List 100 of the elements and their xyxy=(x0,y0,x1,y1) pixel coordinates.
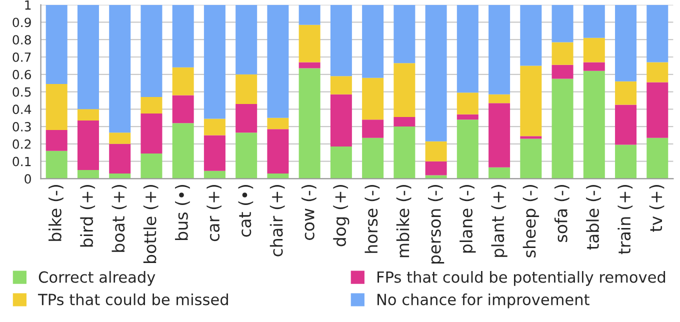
bar xyxy=(488,167,510,179)
y-tick-label: 0.4 xyxy=(12,104,32,114)
bar xyxy=(236,104,258,133)
x-tick-label: mbike (-) xyxy=(396,185,412,258)
bar xyxy=(362,4,384,78)
x-tick-label: sheep (-) xyxy=(522,185,539,258)
bar xyxy=(520,138,542,179)
bar xyxy=(394,116,416,127)
bar xyxy=(172,4,194,68)
bar xyxy=(646,62,668,82)
bar xyxy=(140,4,162,97)
bar xyxy=(615,104,637,145)
bar xyxy=(583,70,605,179)
bar xyxy=(204,4,226,119)
bar xyxy=(236,4,258,74)
bar xyxy=(425,161,447,176)
y-tick-label: 0.8 xyxy=(12,35,31,45)
bar xyxy=(140,114,162,154)
bar xyxy=(298,62,320,68)
bar xyxy=(520,136,542,139)
x-tick-label: sofa (-) xyxy=(554,185,570,242)
bar xyxy=(330,146,352,179)
bar xyxy=(552,78,574,179)
bar xyxy=(204,118,226,136)
bar xyxy=(330,4,352,76)
x-tick-label: person (-) xyxy=(428,185,444,264)
bar xyxy=(456,92,478,114)
y-tick-label: 0.6 xyxy=(12,70,31,80)
legend-label: Correct already xyxy=(38,271,156,286)
y-tick-label: 0.2 xyxy=(12,139,31,149)
bar xyxy=(583,4,605,38)
bar xyxy=(394,63,416,117)
bar xyxy=(362,138,384,179)
bar xyxy=(298,68,320,179)
y-tick-label: 0.3 xyxy=(12,122,31,132)
bar xyxy=(488,4,510,94)
bar xyxy=(267,129,289,174)
bar xyxy=(298,4,320,25)
bar xyxy=(583,62,605,71)
bar xyxy=(552,42,574,65)
bar xyxy=(172,95,194,124)
y-tick-label: 0.1 xyxy=(12,156,31,166)
x-tick-label: plane (-) xyxy=(460,185,476,253)
bar xyxy=(77,4,99,110)
x-tick-label: car (+) xyxy=(206,185,222,242)
bar xyxy=(77,170,99,179)
bar xyxy=(615,81,637,105)
bar xyxy=(615,4,637,82)
x-tick-label: chair (+) xyxy=(270,185,285,256)
legend-label: FPs that could be potentially removed xyxy=(377,271,666,286)
bar xyxy=(330,94,352,147)
bar xyxy=(46,130,68,151)
bar xyxy=(520,66,542,136)
bar xyxy=(583,38,605,62)
x-tick-label: bike (-) xyxy=(48,185,64,241)
x-tick-label: boat (+) xyxy=(112,185,127,252)
x-tick-label: bottle (+) xyxy=(143,185,158,264)
bar xyxy=(298,24,320,62)
legend-label: No chance for improvement xyxy=(377,293,590,308)
bar xyxy=(267,4,289,118)
x-tick-label: train (+) xyxy=(618,185,633,254)
bar xyxy=(172,67,194,96)
y-tick-label: 0.5 xyxy=(12,87,31,97)
x-tick-label: table (-) xyxy=(586,185,601,250)
x-tick-label: bus (•) xyxy=(175,185,190,240)
bar xyxy=(646,138,668,179)
bar xyxy=(394,126,416,179)
bar xyxy=(456,120,478,179)
bar xyxy=(140,96,162,114)
x-tick-label: bird (+) xyxy=(80,185,96,247)
x-tick-label: cow (-) xyxy=(302,185,316,240)
y-tick-label: 0.9 xyxy=(12,18,31,28)
x-tick-label: plant (+) xyxy=(491,185,508,257)
bar xyxy=(267,118,289,130)
bar xyxy=(456,114,478,120)
bar xyxy=(77,109,99,120)
x-tick-label: cat (•) xyxy=(238,185,254,237)
bar xyxy=(46,4,68,84)
bar xyxy=(488,103,510,168)
y-tick-label: 0 xyxy=(24,174,31,184)
bar xyxy=(204,135,226,171)
bar xyxy=(425,4,447,142)
y-tick-label: 0.7 xyxy=(12,52,31,62)
y-tick-label: 1 xyxy=(25,0,31,10)
bar xyxy=(109,4,131,133)
bar xyxy=(330,76,352,94)
bar xyxy=(394,4,416,64)
bar xyxy=(552,4,574,42)
bar xyxy=(552,64,574,79)
x-tick-label: tv (+) xyxy=(649,185,664,232)
bar xyxy=(362,120,384,138)
bar xyxy=(140,153,162,179)
bar xyxy=(615,144,637,179)
bar xyxy=(236,132,258,179)
bar xyxy=(172,123,194,179)
bar xyxy=(109,132,131,144)
x-tick-label: horse (-) xyxy=(364,185,380,253)
bar xyxy=(46,84,68,130)
bar xyxy=(77,120,99,170)
bar xyxy=(425,141,447,162)
